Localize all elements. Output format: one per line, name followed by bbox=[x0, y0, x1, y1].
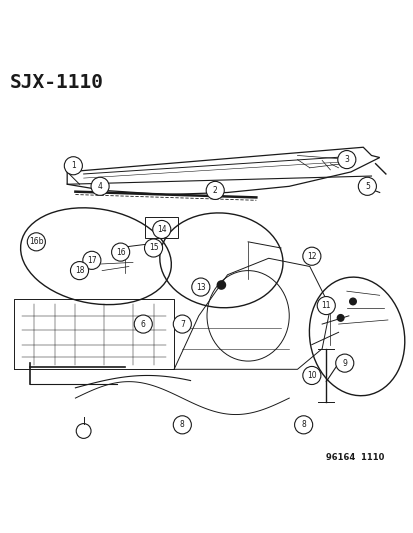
Text: 17: 17 bbox=[87, 256, 97, 265]
Text: 1: 1 bbox=[71, 161, 76, 170]
Circle shape bbox=[91, 177, 109, 196]
Circle shape bbox=[112, 243, 129, 261]
Circle shape bbox=[316, 296, 335, 314]
Text: 16b: 16b bbox=[29, 237, 43, 246]
Text: 4: 4 bbox=[97, 182, 102, 191]
Circle shape bbox=[217, 281, 225, 289]
Text: 13: 13 bbox=[195, 282, 205, 292]
Text: 16: 16 bbox=[116, 248, 125, 256]
Circle shape bbox=[27, 233, 45, 251]
Text: 15: 15 bbox=[148, 244, 158, 253]
Circle shape bbox=[302, 247, 320, 265]
Text: 18: 18 bbox=[75, 266, 84, 275]
Circle shape bbox=[302, 366, 320, 384]
Circle shape bbox=[294, 416, 312, 434]
Circle shape bbox=[134, 315, 152, 333]
Circle shape bbox=[70, 262, 88, 280]
Text: 11: 11 bbox=[321, 301, 330, 310]
Circle shape bbox=[83, 251, 101, 269]
Text: 9: 9 bbox=[342, 359, 347, 368]
Circle shape bbox=[152, 221, 171, 239]
Text: 14: 14 bbox=[157, 225, 166, 234]
Circle shape bbox=[358, 177, 375, 196]
Circle shape bbox=[64, 157, 82, 175]
Circle shape bbox=[337, 314, 343, 321]
Text: 6: 6 bbox=[140, 320, 145, 328]
Text: 10: 10 bbox=[306, 371, 316, 380]
Circle shape bbox=[173, 315, 191, 333]
Circle shape bbox=[349, 298, 356, 305]
Text: 96164  1110: 96164 1110 bbox=[325, 453, 384, 462]
Text: SJX-1110: SJX-1110 bbox=[9, 73, 103, 92]
Text: 2: 2 bbox=[212, 186, 217, 195]
Text: 12: 12 bbox=[306, 252, 316, 261]
Circle shape bbox=[173, 416, 191, 434]
Text: 7: 7 bbox=[180, 320, 184, 328]
Circle shape bbox=[206, 181, 224, 199]
Text: 3: 3 bbox=[344, 155, 349, 164]
Text: 8: 8 bbox=[180, 421, 184, 429]
Circle shape bbox=[335, 354, 353, 372]
Circle shape bbox=[191, 278, 209, 296]
Text: 5: 5 bbox=[364, 182, 369, 191]
Circle shape bbox=[337, 150, 355, 168]
Circle shape bbox=[144, 239, 162, 257]
Text: 8: 8 bbox=[301, 421, 305, 429]
